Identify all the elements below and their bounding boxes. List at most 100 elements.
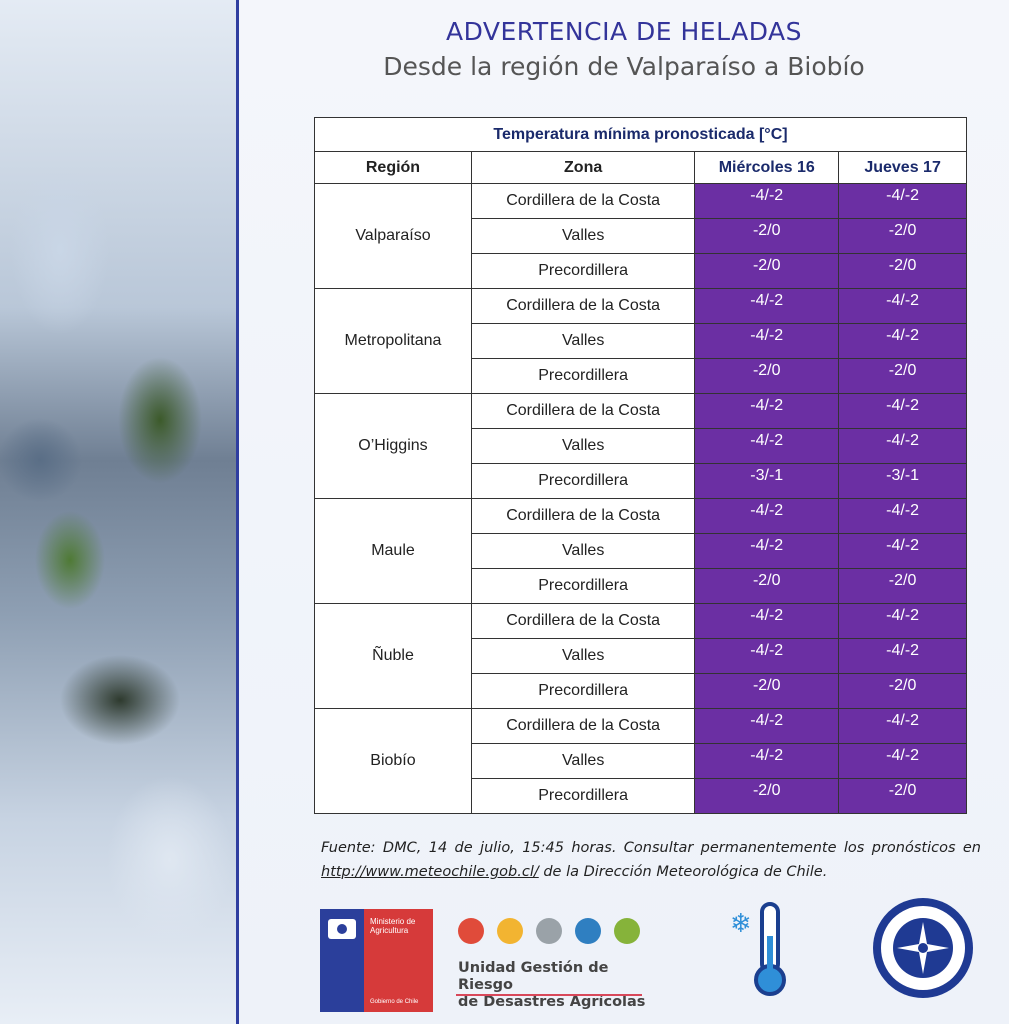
jueves-temp-cell: -4/-2 (838, 183, 967, 219)
miercoles-temp-cell: -2/0 (694, 778, 840, 814)
vertical-divider (236, 0, 239, 1024)
zona-cell: Valles (470, 743, 696, 779)
table-row: Precordillera -3/-1 -3/-1 (315, 463, 967, 499)
volcano-icon (536, 918, 562, 944)
svg-text:❄: ❄ (730, 909, 752, 939)
jueves-temp-cell: -4/-2 (838, 288, 967, 324)
miercoles-temp-cell: -2/0 (694, 673, 840, 709)
table-row: Precordillera -2/0 -2/0 (315, 568, 967, 604)
table-row: Ñuble Cordillera de la Costa -4/-2 -4/-2 (314, 603, 967, 709)
jueves-temp-cell: -2/0 (838, 218, 967, 254)
gobierno-label: Gobierno de Chile (370, 999, 419, 1005)
table-row: O’Higgins Cordillera de la Costa -4/-2 -4/-… (314, 393, 967, 499)
page-subtitle: Desde la región de Valparaíso a Biobío (383, 52, 865, 81)
jueves-temp-cell: -4/-2 (838, 638, 967, 674)
leaf-icon (614, 918, 640, 944)
table-row: Precordillera -2/0 -2/0 (315, 253, 967, 289)
table-row: Precordillera -2/0 -2/0 (315, 778, 967, 814)
jueves-temp-cell: -3/-1 (838, 463, 967, 499)
dmc-logo: DIRECCIÓN METEOROLÓGICA METEOCHILE (873, 898, 973, 998)
miercoles-temp-cell: -2/0 (694, 253, 840, 289)
zona-cell: Cordillera de la Costa (470, 393, 696, 429)
table-row: Maule Cordillera de la Costa -4/-2 -4/-2 (314, 498, 967, 604)
zona-cell: Precordillera (470, 253, 696, 289)
region-cell: Maule (314, 498, 472, 604)
ministerio-line2: Agricultura (370, 926, 409, 935)
region-cell: Valparaíso (314, 183, 472, 289)
zona-cell: Valles (470, 323, 696, 359)
column-header-zona: Zona (470, 151, 696, 184)
forecast-table: Temperatura mínima pronosticada [°C] Reg… (314, 117, 967, 814)
miercoles-temp-cell: -3/-1 (694, 463, 840, 499)
table-body: Valparaíso Cordillera de la Costa -4/-2 -4/… (314, 183, 967, 814)
miercoles-temp-cell: -4/-2 (694, 708, 840, 744)
miercoles-temp-cell: -4/-2 (694, 533, 840, 569)
jueves-temp-cell: -4/-2 (838, 498, 967, 534)
jueves-temp-cell: -2/0 (838, 778, 967, 814)
jueves-temp-cell: -4/-2 (838, 428, 967, 464)
ministerio-line1: Ministerio de (370, 917, 416, 926)
frost-thermometer-icon: ❄ (730, 902, 786, 996)
zona-cell: Cordillera de la Costa (470, 498, 696, 534)
jueves-temp-cell: -2/0 (838, 568, 967, 604)
snowflake-icon (575, 918, 601, 944)
region-cell: Ñuble (314, 603, 472, 709)
zona-cell: Cordillera de la Costa (470, 288, 696, 324)
miercoles-temp-cell: -4/-2 (694, 288, 840, 324)
table-row: Biobío Cordillera de la Costa -4/-2 -4/-2 (314, 708, 967, 814)
miercoles-temp-cell: -4/-2 (694, 638, 840, 674)
jueves-temp-cell: -4/-2 (838, 743, 967, 779)
table-row: Valparaíso Cordillera de la Costa -4/-2 -4/… (314, 183, 967, 289)
jueves-temp-cell: -2/0 (838, 673, 967, 709)
zona-cell: Valles (470, 638, 696, 674)
zona-cell: Precordillera (470, 358, 696, 394)
source-note: Fuente: DMC, 14 de julio, 15:45 horas. C… (321, 836, 981, 884)
jueves-temp-cell: -4/-2 (838, 393, 967, 429)
zona-cell: Valles (470, 533, 696, 569)
frost-photo (0, 0, 236, 1024)
miercoles-temp-cell: -4/-2 (694, 603, 840, 639)
table-caption: Temperatura mínima pronosticada [°C] (314, 117, 967, 152)
jueves-temp-cell: -2/0 (838, 358, 967, 394)
ugr-line1: Unidad Gestión de Riesgo (458, 960, 609, 993)
sun-icon (497, 918, 523, 944)
source-note-text: Fuente: DMC, 14 de julio, 15:45 horas. C… (321, 840, 981, 856)
jueves-temp-cell: -4/-2 (838, 708, 967, 744)
ministerio-agricultura-logo: Ministerio de Agricultura Gobierno de Ch… (320, 909, 433, 1012)
region-cell: Metropolitana (314, 288, 472, 394)
table-row: Valles -4/-2 -4/-2 (315, 638, 967, 674)
ugr-logo: Unidad Gestión de Riesgo de Desastres Ag… (456, 918, 646, 1010)
table-row: Metropolitana Cordillera de la Costa -4/-2… (314, 288, 967, 394)
miercoles-temp-cell: -4/-2 (694, 498, 840, 534)
coat-of-arms-icon (328, 919, 356, 939)
meteochile-link[interactable]: http://www.meteochile.gob.cl/ (321, 864, 539, 880)
region-cell: O’Higgins (314, 393, 472, 499)
column-header-miercoles: Miércoles 16 (694, 151, 840, 184)
source-note-suffix: de la Dirección Meteorológica de Chile. (538, 864, 828, 880)
miercoles-temp-cell: -2/0 (694, 568, 840, 604)
miercoles-temp-cell: -4/-2 (694, 393, 840, 429)
miercoles-temp-cell: -4/-2 (694, 323, 840, 359)
jueves-temp-cell: -2/0 (838, 253, 967, 289)
zona-cell: Valles (470, 218, 696, 254)
miercoles-temp-cell: -2/0 (694, 218, 840, 254)
zona-cell: Cordillera de la Costa (470, 603, 696, 639)
table-row: Valles -4/-2 -4/-2 (315, 743, 967, 779)
jueves-temp-cell: -4/-2 (838, 533, 967, 569)
page-title: ADVERTENCIA DE HELADAS (446, 17, 802, 46)
table-row: Valles -4/-2 -4/-2 (315, 533, 967, 569)
zona-cell: Cordillera de la Costa (470, 183, 696, 219)
region-cell: Biobío (314, 708, 472, 814)
miercoles-temp-cell: -4/-2 (694, 428, 840, 464)
table-row: Valles -4/-2 -4/-2 (315, 428, 967, 464)
column-header-jueves: Jueves 17 (838, 151, 967, 184)
miercoles-temp-cell: -4/-2 (694, 743, 840, 779)
table-row: Valles -2/0 -2/0 (315, 218, 967, 254)
miercoles-temp-cell: -4/-2 (694, 183, 840, 219)
zona-cell: Cordillera de la Costa (470, 708, 696, 744)
miercoles-temp-cell: -2/0 (694, 358, 840, 394)
table-row: Valles -4/-2 -4/-2 (315, 323, 967, 359)
zona-cell: Valles (470, 428, 696, 464)
zona-cell: Precordillera (470, 778, 696, 814)
zona-cell: Precordillera (470, 568, 696, 604)
